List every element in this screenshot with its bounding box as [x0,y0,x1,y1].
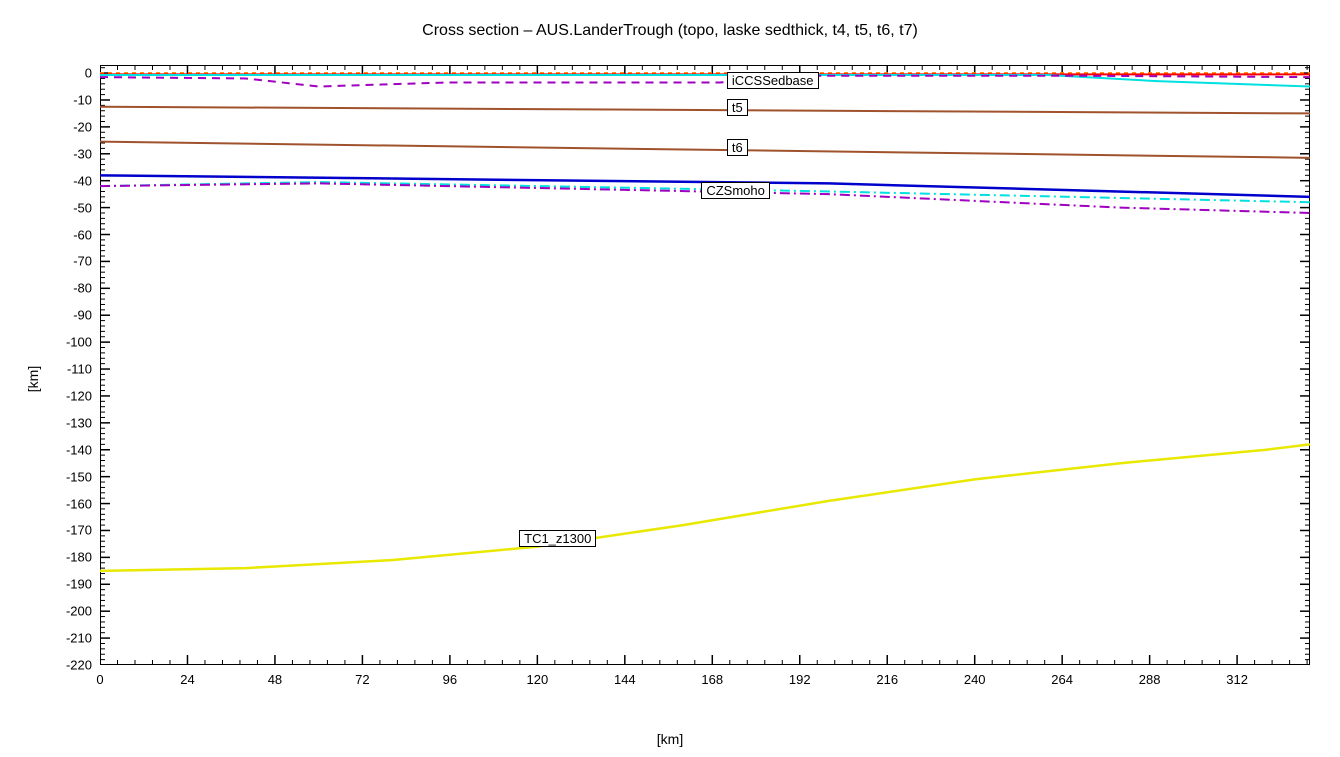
ytick-label: -140 [42,442,92,457]
ytick-label: -30 [42,146,92,161]
series-TC1_z1300 [100,444,1310,570]
chart-title: Cross section – AUS.LanderTrough (topo, … [0,22,1340,40]
ytick-label: -80 [42,281,92,296]
xtick-label: 168 [701,672,723,687]
ytick-label: -200 [42,604,92,619]
ytick-label: -160 [42,496,92,511]
y-axis-label: [km] [25,365,41,391]
ytick-label: -60 [42,227,92,242]
ytick-label: -210 [42,631,92,646]
xtick-label: 264 [1051,672,1073,687]
ytick-label: -10 [42,92,92,107]
ytick-label: -110 [42,362,92,377]
ytick-label: -180 [42,550,92,565]
xtick-label: 96 [443,672,457,687]
ytick-label: 0 [42,66,92,81]
xtick-label: 72 [355,672,369,687]
ytick-label: -130 [42,415,92,430]
x-axis-label: [km] [657,731,683,747]
ytick-label: -40 [42,173,92,188]
series-label-TC1_z1300: TC1_z1300 [519,530,596,547]
plot-area [100,65,1310,665]
ytick-label: -220 [42,658,92,673]
ytick-label: -120 [42,388,92,403]
ytick-label: -190 [42,577,92,592]
series-t5 [100,107,1310,114]
ytick-label: -170 [42,523,92,538]
series-sed_purple_dash [100,76,1310,87]
ytick-label: -20 [42,119,92,134]
series-label-t5: t5 [727,99,748,116]
xtick-label: 0 [96,672,103,687]
ytick-label: -100 [42,335,92,350]
ytick-label: -90 [42,308,92,323]
xtick-label: 240 [964,672,986,687]
xtick-label: 120 [526,672,548,687]
xtick-label: 24 [180,672,194,687]
series-t6 [100,142,1310,158]
chart-container: Cross section – AUS.LanderTrough (topo, … [0,0,1340,757]
series-label-t6: t6 [727,139,748,156]
xtick-label: 312 [1226,672,1248,687]
ytick-label: -50 [42,200,92,215]
xtick-label: 216 [876,672,898,687]
ytick-label: -150 [42,469,92,484]
ytick-label: -70 [42,254,92,269]
xtick-label: 144 [614,672,636,687]
xtick-label: 288 [1139,672,1161,687]
series-label-t7_blue: CZSmoho [701,182,770,199]
xtick-label: 48 [268,672,282,687]
series-label-ice_cyan: iCCSSedbase [727,72,819,89]
xtick-label: 192 [789,672,811,687]
